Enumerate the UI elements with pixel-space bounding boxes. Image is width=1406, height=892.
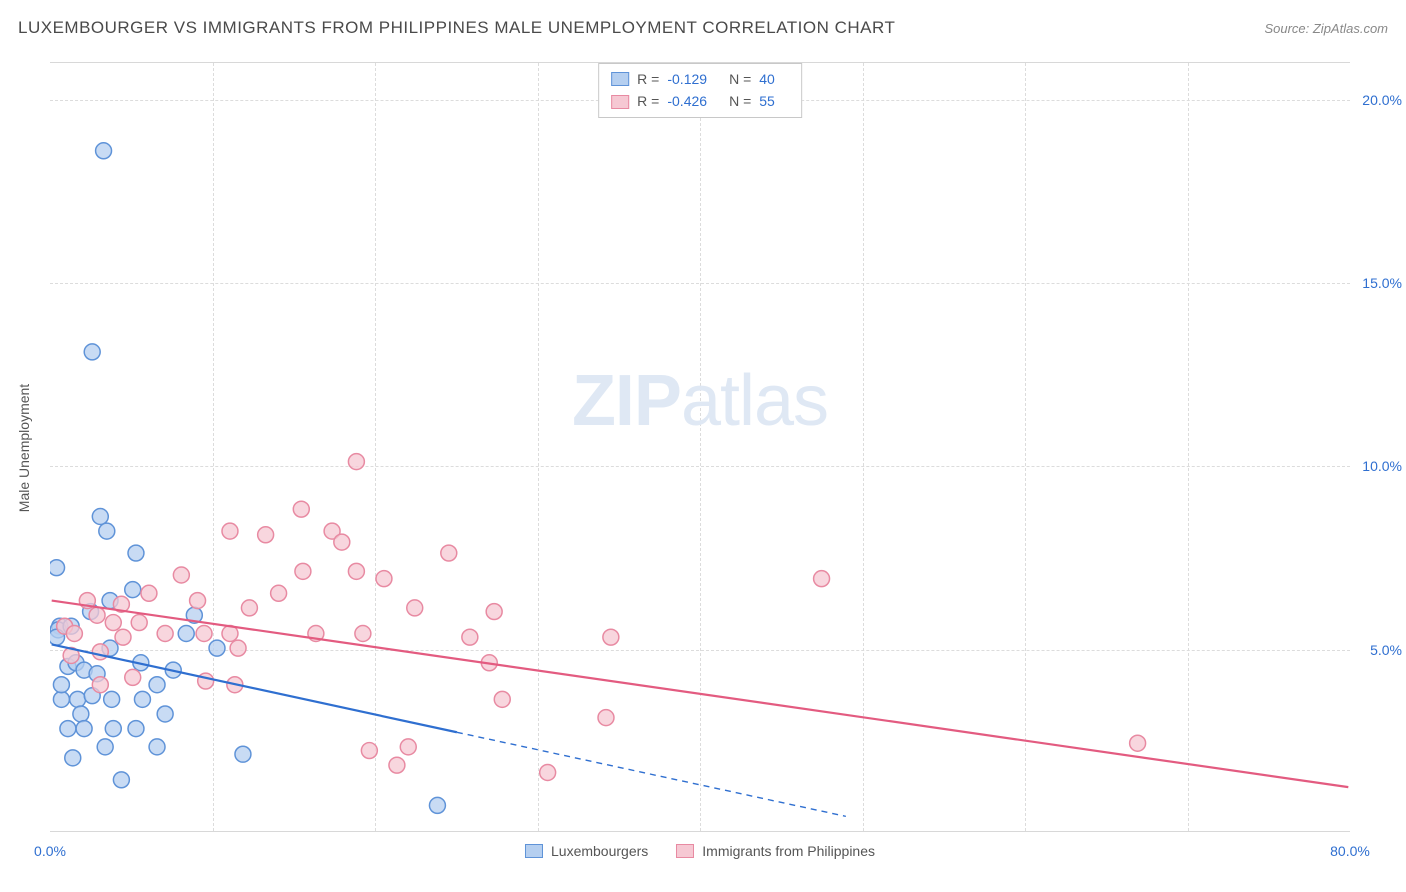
n-value-1: 55 bbox=[759, 90, 775, 112]
y-tick-label: 20.0% bbox=[1352, 92, 1402, 108]
correlation-row-0: R = -0.129 N = 40 bbox=[611, 68, 789, 90]
legend-label-0: Luxembourgers bbox=[551, 843, 648, 859]
r-value-1: -0.426 bbox=[667, 90, 707, 112]
swatch-icon bbox=[611, 72, 629, 86]
chart-title: LUXEMBOURGER VS IMMIGRANTS FROM PHILIPPI… bbox=[18, 18, 895, 38]
scatter-svg bbox=[50, 63, 1350, 831]
chart-plot-area: ZIPatlas R = -0.129 N = 40 R = -0.426 N … bbox=[50, 62, 1350, 832]
correlation-legend: R = -0.129 N = 40 R = -0.426 N = 55 bbox=[598, 63, 802, 118]
y-tick-label: 10.0% bbox=[1352, 458, 1402, 474]
swatch-icon bbox=[611, 95, 629, 109]
legend-item-1: Immigrants from Philippines bbox=[676, 843, 875, 859]
y-axis-label: Male Unemployment bbox=[16, 384, 32, 512]
swatch-icon bbox=[676, 844, 694, 858]
y-tick-label: 5.0% bbox=[1360, 642, 1402, 658]
y-tick-label: 15.0% bbox=[1352, 275, 1402, 291]
x-tick-label: 0.0% bbox=[34, 843, 66, 859]
r-value-0: -0.129 bbox=[667, 68, 707, 90]
legend-label-1: Immigrants from Philippines bbox=[702, 843, 875, 859]
source-label: Source: ZipAtlas.com bbox=[1264, 21, 1388, 36]
legend-item-0: Luxembourgers bbox=[525, 843, 648, 859]
n-value-0: 40 bbox=[759, 68, 775, 90]
correlation-row-1: R = -0.426 N = 55 bbox=[611, 90, 789, 112]
series-legend: Luxembourgers Immigrants from Philippine… bbox=[525, 843, 875, 859]
x-tick-label: 80.0% bbox=[1330, 843, 1370, 859]
swatch-icon bbox=[525, 844, 543, 858]
